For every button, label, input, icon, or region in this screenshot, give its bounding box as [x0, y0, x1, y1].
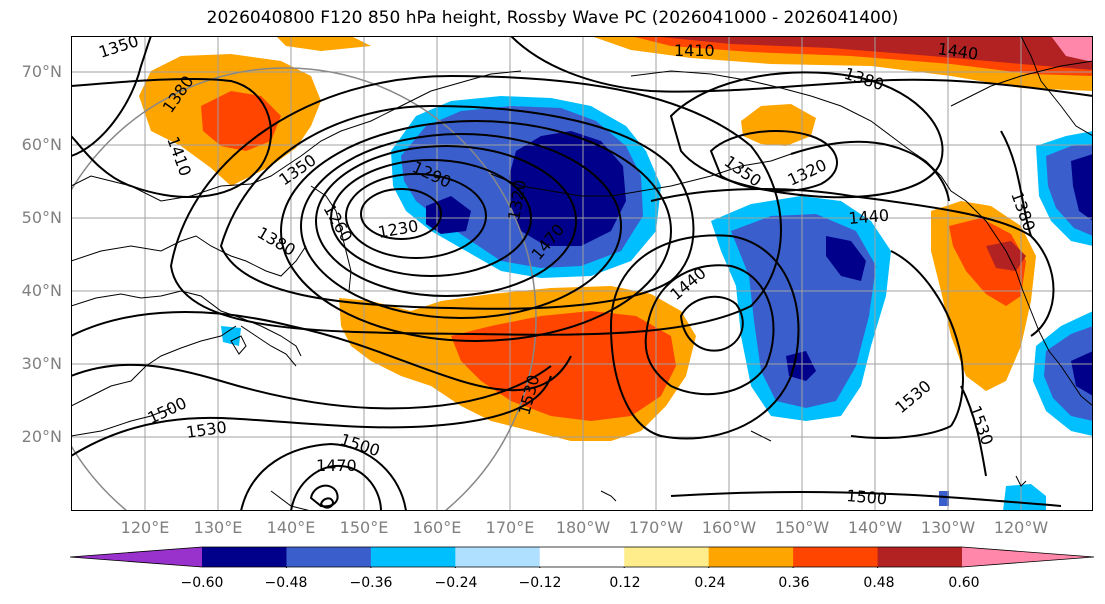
contour-label: 1380 — [254, 223, 299, 260]
colorbar-tick-label: 0.60 — [948, 575, 980, 591]
contour-label: 1440 — [848, 206, 890, 228]
colorbar-extend-max — [962, 547, 1094, 567]
lat-label: 20°N — [21, 427, 62, 446]
lon-label: 130°W — [920, 518, 976, 537]
colorbar-segment — [202, 547, 287, 567]
colorbar-tick-label: 0.36 — [778, 575, 810, 591]
map-panel: 1350 1380 1410 1350 1290 1260 1230 1320 … — [71, 36, 1093, 511]
positive-anomaly-central-pacific-core — [451, 311, 676, 421]
contour-label: 1350 — [96, 36, 141, 62]
contour-label: 1260 — [320, 201, 357, 246]
contour-label: 1320 — [785, 155, 830, 189]
map-frame — [71, 36, 1093, 511]
lat-label: 30°N — [21, 354, 62, 373]
contour-label: 1530 — [891, 376, 934, 417]
lon-label: 160°W — [701, 518, 757, 537]
colorbar-tick-label: −0.60 — [180, 575, 224, 591]
lon-label: 150°E — [339, 518, 389, 537]
positive-anomaly-west-coast-core — [949, 218, 1026, 306]
lon-label: 120°E — [120, 518, 170, 537]
colorbar-tick-label: −0.24 — [434, 575, 478, 591]
lat-label: 70°N — [21, 62, 62, 81]
lon-label: 160°E — [412, 518, 462, 537]
colorbar-tick-label: 0.48 — [863, 575, 895, 591]
lat-label: 60°N — [21, 135, 62, 154]
lon-label: 130°E — [193, 518, 243, 537]
lon-label: 170°E — [485, 518, 535, 537]
colorbar-tick-label: 0.24 — [694, 575, 726, 591]
negative-anomaly-aleutian-core — [509, 131, 626, 246]
colorbar-tick-label: −0.36 — [349, 575, 393, 591]
colorbar-segment — [455, 547, 541, 567]
contour-label: 1500 — [145, 393, 190, 427]
anomaly-shading — [139, 36, 1093, 511]
contour-label: 1530 — [185, 417, 228, 441]
positive-anomaly-alaska — [741, 104, 816, 146]
lat-label: 50°N — [21, 208, 62, 227]
lon-label: 180°W — [555, 518, 611, 537]
colorbar-segment — [370, 547, 456, 567]
lon-label: 120°W — [993, 518, 1049, 537]
colorbar-segment — [286, 547, 372, 567]
contour-label: 1500 — [846, 486, 888, 508]
contour-label: 1410 — [674, 41, 715, 60]
colorbar-segment — [624, 547, 710, 567]
colorbar — [70, 546, 1095, 568]
positive-anomaly-siberia-core — [201, 91, 281, 151]
lon-label: 140°E — [266, 518, 316, 537]
positive-anomaly-north-peak — [651, 36, 1093, 70]
range-ring — [71, 67, 537, 511]
colorbar-segment — [793, 547, 879, 567]
map-title: 2026040800 F120 850 hPa height, Rossby W… — [206, 8, 899, 28]
colorbar-extend-min — [70, 547, 202, 567]
colorbar-segment — [539, 547, 625, 567]
lon-label: 150°W — [774, 518, 830, 537]
colorbar-segment — [708, 547, 794, 567]
map-canvas: 1350 1380 1410 1350 1290 1260 1230 1320 … — [71, 36, 1093, 511]
contour-label: 1530 — [965, 403, 997, 448]
colorbar-tick-label: −0.48 — [264, 575, 308, 591]
colorbar-tick-label: 0.12 — [609, 575, 641, 591]
contour-label: 1470 — [316, 456, 357, 475]
negative-anomaly-pacific-east-core — [826, 236, 866, 281]
colorbar-tick-label: −0.12 — [518, 575, 562, 591]
height-contours — [71, 36, 1093, 511]
lon-label: 140°W — [847, 518, 903, 537]
colorbar-segment — [877, 547, 963, 567]
contour-label: 1380 — [842, 64, 887, 95]
lat-label: 40°N — [21, 281, 62, 300]
extreme-anomaly-north — [1051, 36, 1093, 62]
colorbar-outline — [70, 546, 1095, 568]
lon-label: 170°W — [628, 518, 684, 537]
